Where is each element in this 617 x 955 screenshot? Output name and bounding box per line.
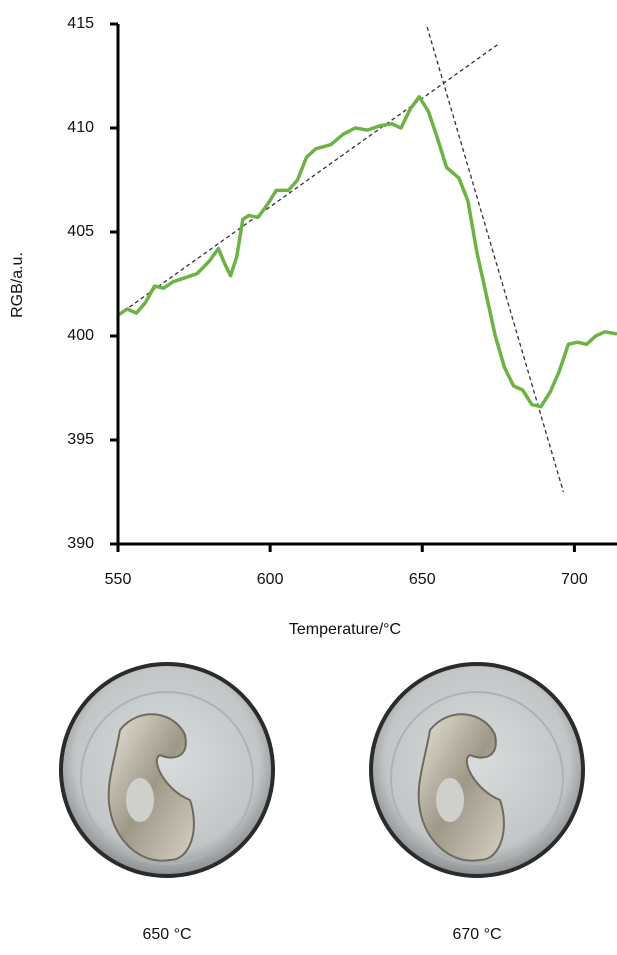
x-axis-label: Temperature/°C bbox=[289, 621, 401, 638]
reference-line bbox=[425, 24, 565, 493]
plot-area bbox=[118, 24, 617, 493]
data-line bbox=[118, 95, 617, 409]
x-tick-label: 550 bbox=[105, 571, 132, 588]
x-tick-label: 650 bbox=[409, 571, 436, 588]
y-axis-label: RGB/a.u. bbox=[9, 252, 26, 318]
y-tick-label: 395 bbox=[67, 431, 94, 448]
photo-label: 670 °C bbox=[452, 926, 501, 943]
y-tick-label: 405 bbox=[67, 223, 94, 240]
x-tick-label: 600 bbox=[257, 571, 284, 588]
y-tick-label: 390 bbox=[67, 535, 94, 552]
y-tick-label: 400 bbox=[67, 327, 94, 344]
photo-right bbox=[369, 662, 585, 878]
y-tick-label: 410 bbox=[67, 119, 94, 136]
reference-line bbox=[118, 44, 498, 316]
photo-left bbox=[59, 662, 275, 878]
x-tick-label: 700 bbox=[561, 571, 588, 588]
photo-label: 650 °C bbox=[142, 926, 191, 943]
y-tick-label: 415 bbox=[67, 15, 94, 32]
